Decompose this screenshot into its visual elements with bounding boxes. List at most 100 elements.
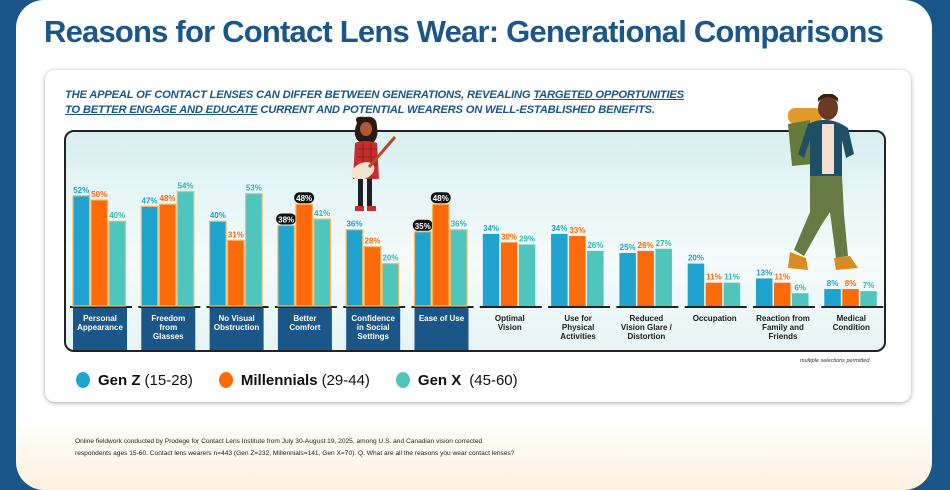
data-label: 7% bbox=[863, 281, 875, 290]
bar-millennials bbox=[705, 282, 723, 306]
category-label: in Social bbox=[357, 323, 390, 332]
category-baseline bbox=[479, 306, 542, 308]
legend-label-millennials: Millennials bbox=[240, 371, 318, 389]
data-label: 20% bbox=[382, 254, 398, 263]
data-label: 34% bbox=[551, 224, 567, 233]
data-label: 25% bbox=[620, 243, 636, 252]
legend-label-gen-x: Gen X bbox=[417, 371, 462, 389]
legend-range-gen-z: (15-28) bbox=[144, 371, 193, 389]
footnote: Online fieldwork conducted by Prodege fo… bbox=[75, 436, 675, 460]
bar-millennials bbox=[842, 289, 859, 306]
data-label: 47% bbox=[142, 196, 158, 205]
subtitle: THE APPEAL OF CONTACT LENSES CAN DIFFER … bbox=[65, 88, 765, 118]
bar-gen-x bbox=[449, 229, 468, 307]
category-label: Use for bbox=[564, 314, 592, 323]
category-label: Ease of Use bbox=[419, 314, 465, 323]
bar-gen-x bbox=[587, 250, 604, 306]
bar-millennials bbox=[431, 203, 450, 307]
bar-millennials bbox=[90, 199, 109, 307]
bar-millennials bbox=[227, 239, 245, 307]
category-label: Condition bbox=[833, 323, 870, 332]
data-label: 48% bbox=[433, 194, 449, 203]
bar-gen-z bbox=[482, 233, 500, 306]
bar-gen-z bbox=[413, 231, 432, 307]
bar-gen-z bbox=[345, 229, 364, 307]
bar-gen-x bbox=[518, 244, 536, 306]
data-label: 33% bbox=[569, 226, 585, 235]
woman-with-guitar-illustration bbox=[351, 116, 397, 211]
category-label: Vision bbox=[498, 323, 522, 332]
data-label: 28% bbox=[364, 237, 380, 246]
bar-millennials bbox=[500, 242, 518, 306]
category-label-box bbox=[73, 308, 127, 350]
bar-millennials bbox=[637, 250, 654, 306]
subtitle-part3: TO BETTER ENGAGE AND EDUCATE bbox=[65, 104, 258, 116]
bar-gen-z bbox=[619, 253, 636, 306]
legend-item-millennials: Millennials (29-44) bbox=[218, 371, 370, 389]
legend-item-gen-z: Gen Z (15-28) bbox=[76, 372, 193, 389]
category-label: Reaction from bbox=[756, 314, 810, 323]
data-label: 53% bbox=[246, 184, 262, 193]
category-label: Physical bbox=[562, 323, 594, 332]
bar-gen-z bbox=[140, 205, 159, 307]
data-label: 41% bbox=[314, 209, 330, 218]
category-baseline bbox=[343, 306, 406, 308]
data-label-callout-bg bbox=[276, 213, 297, 225]
category-label: Better bbox=[293, 314, 316, 323]
legend-item-gen-x: Gen X (45-60) bbox=[395, 371, 518, 389]
category-baseline bbox=[753, 306, 815, 308]
bar-gen-x bbox=[313, 218, 331, 307]
legend-swatch-gen-x bbox=[395, 372, 410, 388]
bar-gen-z bbox=[756, 278, 773, 306]
data-label: 52% bbox=[73, 186, 89, 195]
category-label: Appearance bbox=[77, 323, 123, 332]
legend-range-gen-x: (45-60) bbox=[469, 371, 518, 389]
data-label: 29% bbox=[519, 235, 535, 244]
data-label: 13% bbox=[756, 268, 772, 277]
category-label: Comfort bbox=[289, 323, 320, 332]
category-label: Reduced bbox=[630, 314, 664, 323]
category-baseline bbox=[138, 306, 201, 308]
bar-gen-x bbox=[245, 193, 263, 307]
subtitle-part2: TARGETED OPPORTUNITIES bbox=[533, 89, 684, 101]
data-label-callout-bg bbox=[294, 192, 315, 204]
data-label: 11% bbox=[774, 273, 790, 282]
category-label-box bbox=[346, 308, 401, 350]
category-label-box bbox=[414, 308, 469, 350]
data-label-callout-bg bbox=[412, 219, 433, 231]
data-label: 48% bbox=[160, 194, 176, 203]
data-label: 38% bbox=[278, 215, 294, 224]
bar-millennials bbox=[569, 236, 586, 306]
category-label: Settings bbox=[357, 332, 389, 341]
data-label: 26% bbox=[638, 241, 654, 250]
bar-gen-x bbox=[176, 190, 195, 307]
legend-swatch-gen-z bbox=[76, 372, 90, 388]
bar-gen-z bbox=[72, 195, 91, 307]
category-label: Freedom bbox=[151, 314, 185, 323]
data-label: 40% bbox=[109, 211, 125, 220]
bar-gen-x bbox=[655, 248, 672, 306]
category-label: Friends bbox=[769, 332, 798, 341]
category-label-box bbox=[277, 308, 332, 350]
data-label: 34% bbox=[483, 224, 499, 233]
data-label: 31% bbox=[228, 230, 244, 239]
category-label: from bbox=[159, 323, 177, 332]
bar-gen-z bbox=[824, 289, 841, 306]
bar-millennials bbox=[774, 282, 791, 306]
category-label: Confidence bbox=[351, 314, 395, 323]
data-label: 27% bbox=[656, 239, 672, 248]
category-label: Distortion bbox=[628, 332, 666, 341]
bar-millennials bbox=[363, 246, 382, 307]
category-baseline bbox=[548, 306, 611, 308]
bar-gen-z bbox=[209, 220, 227, 307]
category-label: Family and bbox=[762, 323, 804, 332]
data-label: 11% bbox=[706, 273, 722, 282]
category-label: No Visual bbox=[218, 314, 254, 323]
category-label: Obstruction bbox=[214, 323, 259, 332]
category-label-box bbox=[209, 308, 264, 350]
data-label-callout-bg bbox=[430, 192, 451, 204]
category-baseline bbox=[821, 306, 884, 308]
legend-label-gen-z: Gen Z bbox=[98, 371, 141, 389]
footnote-line-2: respondents ages 15-60. Contact lens wea… bbox=[75, 450, 515, 457]
